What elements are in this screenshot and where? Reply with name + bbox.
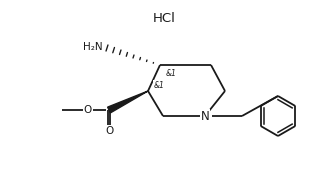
- Text: HCl: HCl: [153, 11, 176, 25]
- Text: N: N: [201, 110, 209, 122]
- Text: &1: &1: [166, 69, 177, 78]
- Text: H₂N: H₂N: [83, 42, 103, 52]
- Polygon shape: [108, 91, 148, 113]
- Text: O: O: [105, 126, 113, 136]
- Text: &1: &1: [154, 80, 165, 89]
- Text: O: O: [84, 105, 92, 115]
